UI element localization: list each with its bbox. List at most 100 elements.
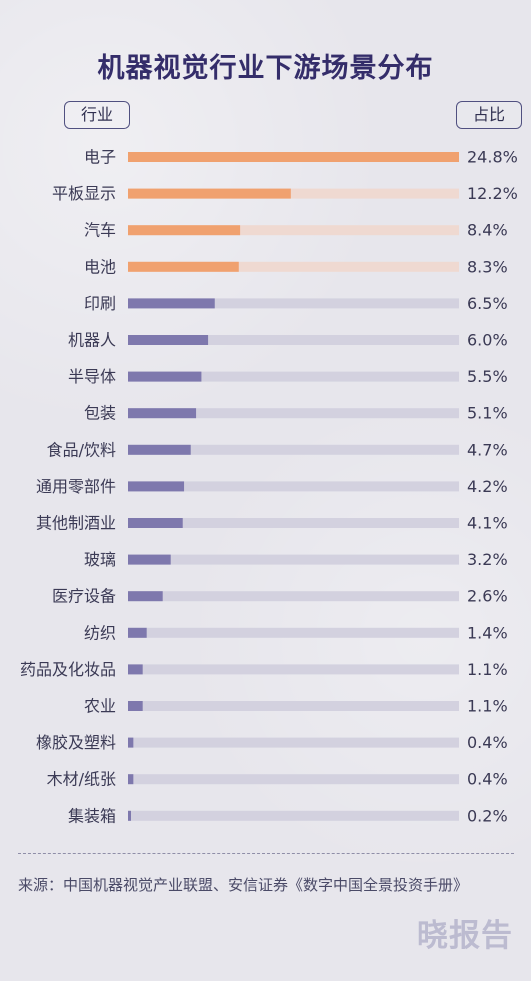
category-label: 电子 bbox=[84, 148, 116, 167]
bar-row: 农业 1.1% bbox=[84, 697, 508, 716]
bar bbox=[128, 701, 143, 711]
bar-track bbox=[128, 408, 459, 419]
category-label: 半导体 bbox=[68, 367, 116, 386]
category-label: 电池 bbox=[84, 257, 116, 276]
bar bbox=[128, 810, 131, 821]
bar bbox=[128, 371, 202, 382]
bar-row: 半导体 5.5% bbox=[68, 367, 508, 386]
bar-track bbox=[128, 335, 459, 345]
bar bbox=[128, 335, 209, 345]
category-label: 木材/纸张 bbox=[47, 770, 116, 789]
bar bbox=[128, 591, 163, 602]
footer-divider bbox=[18, 853, 514, 854]
value-label: 5.5% bbox=[467, 367, 508, 386]
category-label: 印刷 bbox=[84, 294, 116, 313]
value-label: 8.4% bbox=[467, 221, 508, 240]
value-label: 1.4% bbox=[467, 623, 508, 642]
value-label: 6.0% bbox=[467, 331, 508, 350]
bar-track bbox=[128, 444, 459, 455]
watermark-logo: 晓报告 bbox=[417, 918, 513, 954]
bar bbox=[128, 627, 147, 638]
bar-row: 印刷 6.5% bbox=[84, 294, 508, 313]
value-label: 4.7% bbox=[467, 440, 508, 459]
value-label: 24.8% bbox=[467, 148, 518, 167]
bar-row: 集装箱 0.2% bbox=[68, 806, 508, 825]
bar-track bbox=[128, 627, 459, 638]
category-label: 农业 bbox=[84, 697, 116, 716]
bar-row: 平板显示 12.2% bbox=[52, 184, 518, 203]
bar-row: 电池 8.3% bbox=[84, 257, 508, 276]
category-label: 通用零部件 bbox=[36, 477, 116, 496]
bar bbox=[128, 188, 291, 199]
bar-row: 玻璃 3.2% bbox=[84, 550, 508, 569]
bar-track bbox=[128, 591, 459, 602]
bar bbox=[128, 774, 134, 785]
value-label: 1.1% bbox=[467, 697, 508, 716]
category-label: 纺织 bbox=[84, 623, 116, 642]
bar bbox=[128, 444, 191, 455]
chart-title: 机器视觉行业下游场景分布 bbox=[97, 53, 434, 84]
bar bbox=[128, 664, 143, 675]
bar-track bbox=[128, 701, 459, 711]
bar bbox=[128, 518, 183, 528]
category-label: 医疗设备 bbox=[52, 587, 116, 606]
bar bbox=[128, 225, 241, 236]
value-label: 0.2% bbox=[467, 806, 508, 825]
bar-row: 橡胶及塑料 0.4% bbox=[36, 733, 508, 752]
bar-row: 电子 24.8% bbox=[84, 148, 518, 167]
category-label: 集装箱 bbox=[68, 806, 116, 825]
bar bbox=[128, 298, 215, 309]
value-label: 4.1% bbox=[467, 514, 508, 533]
bar-track bbox=[128, 371, 459, 382]
value-label: 1.1% bbox=[467, 660, 508, 679]
bar-track bbox=[128, 737, 459, 748]
value-label: 5.1% bbox=[467, 404, 508, 423]
value-label: 0.4% bbox=[467, 770, 508, 789]
bar-track bbox=[128, 518, 459, 528]
source-text: 来源：中国机器视觉产业联盟、安信证券《数字中国全景投资手册》 bbox=[18, 876, 469, 894]
bar-row: 食品/饮料 4.7% bbox=[47, 440, 508, 459]
category-label: 橡胶及塑料 bbox=[36, 733, 116, 752]
value-label: 0.4% bbox=[467, 733, 508, 752]
bar-row: 通用零部件 4.2% bbox=[36, 477, 508, 496]
bar-row: 机器人 6.0% bbox=[68, 331, 508, 350]
value-label: 12.2% bbox=[467, 184, 518, 203]
category-label: 包装 bbox=[84, 404, 116, 423]
bar-track bbox=[128, 810, 459, 821]
bar bbox=[128, 554, 171, 565]
value-label: 3.2% bbox=[467, 550, 508, 569]
bar-track bbox=[128, 188, 459, 199]
category-label: 机器人 bbox=[68, 331, 116, 350]
bar bbox=[128, 408, 197, 419]
bar-track bbox=[128, 554, 459, 565]
value-label: 4.2% bbox=[467, 477, 508, 496]
bar-track bbox=[128, 774, 459, 785]
share-header: 占比 bbox=[456, 101, 522, 129]
bar-row: 其他制酒业 4.1% bbox=[36, 514, 508, 533]
bar bbox=[128, 481, 185, 492]
value-label: 6.5% bbox=[467, 294, 508, 313]
category-label: 平板显示 bbox=[52, 184, 116, 203]
category-label: 汽车 bbox=[84, 221, 116, 240]
value-label: 8.3% bbox=[467, 257, 508, 276]
value-label: 2.6% bbox=[467, 587, 508, 606]
bar bbox=[128, 737, 134, 748]
bar bbox=[128, 152, 459, 162]
bar-track bbox=[128, 261, 459, 272]
bar-row: 汽车 8.4% bbox=[84, 221, 508, 240]
bar-track bbox=[128, 481, 459, 492]
industry-header: 行业 bbox=[64, 101, 130, 129]
bar-row: 药品及化妆品 1.1% bbox=[20, 660, 508, 679]
bar-row: 木材/纸张 0.4% bbox=[47, 770, 508, 789]
bar-track bbox=[128, 664, 459, 675]
category-label: 食品/饮料 bbox=[47, 440, 116, 459]
category-label: 药品及化妆品 bbox=[20, 660, 116, 679]
bar-row: 包装 5.1% bbox=[84, 404, 508, 423]
bar bbox=[128, 261, 239, 272]
bar-row: 纺织 1.4% bbox=[84, 623, 508, 642]
category-label: 玻璃 bbox=[84, 550, 116, 569]
bar-row: 医疗设备 2.6% bbox=[52, 587, 508, 606]
category-label: 其他制酒业 bbox=[36, 514, 116, 533]
